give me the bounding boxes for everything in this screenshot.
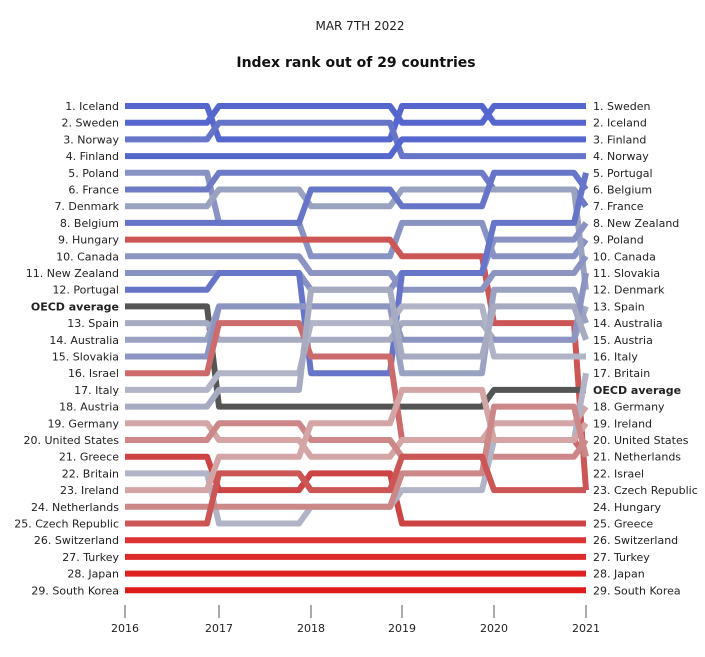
left-rank-label: 19. Germany (47, 417, 119, 430)
left-rank-label: 26. Switzerland (34, 534, 119, 547)
left-rank-label: OECD average (31, 300, 119, 313)
right-rank-label: 28. Japan (593, 568, 645, 581)
right-rank-label: OECD average (593, 384, 681, 397)
x-tick-label: 2021 (572, 622, 600, 635)
series-line-united-states (125, 420, 589, 460)
chart-title: Index rank out of 29 countries (236, 55, 475, 71)
right-rank-label: 11. Slovakia (593, 267, 660, 280)
left-rank-label: 2. Sweden (62, 117, 119, 130)
right-rank-label: 16. Italy (593, 351, 638, 364)
right-rank-label: 19. Ireland (593, 417, 652, 430)
series-line-denmark (125, 186, 589, 291)
left-rank-label: 27. Turkey (62, 551, 119, 564)
right-rank-label: 2. Iceland (593, 117, 647, 130)
right-rank-label: 13. Spain (593, 300, 645, 313)
right-rank-labels: 1. Sweden 2. Iceland 3. Finland 4. Norway 5.… (593, 100, 698, 597)
right-rank-label: 12. Denmark (593, 284, 665, 297)
series-line-canada (125, 253, 589, 293)
series-line-austria (125, 286, 589, 410)
left-rank-label: 7. Denmark (54, 200, 119, 213)
x-tick-label: 2018 (297, 622, 325, 635)
left-rank-label: 16. Israel (68, 367, 119, 380)
right-rank-label: 18. Germany (593, 401, 665, 414)
right-rank-label: 22. Israel (593, 467, 644, 480)
right-rank-label: 23. Czech Republic (593, 484, 698, 497)
series-line-australia (125, 286, 589, 377)
right-rank-label: 27. Turkey (593, 551, 650, 564)
right-rank-label: 7. France (593, 200, 644, 213)
left-rank-label: 21. Greece (59, 451, 119, 464)
right-rank-label: 24. Hungary (593, 501, 661, 514)
series-lines (125, 103, 589, 594)
left-rank-label: 24. Netherlands (31, 501, 119, 514)
series-line-iceland (125, 103, 586, 143)
left-rank-label: 9. Hungary (58, 234, 119, 247)
left-rank-label: 15. Slovakia (52, 351, 119, 364)
series-line-italy (125, 303, 586, 393)
left-rank-label: 22. Britain (62, 467, 119, 480)
series-line-sweden (125, 103, 586, 126)
series-line-portugal (125, 172, 589, 377)
right-rank-label: 3. Finland (593, 133, 646, 146)
series-line-belgium (125, 169, 589, 226)
right-rank-label: 1. Sweden (593, 100, 650, 113)
x-tick-label: 2016 (111, 622, 139, 635)
x-tick-label: 2019 (388, 622, 416, 635)
right-rank-label: 6. Belgium (593, 184, 652, 197)
right-rank-label: 10. Canada (593, 250, 656, 263)
right-rank-label: 14. Australia (593, 317, 663, 330)
series-line-slovakia (125, 272, 589, 360)
left-rank-label: 5. Poland (68, 167, 119, 180)
left-rank-label: 8. Belgium (60, 217, 119, 230)
left-rank-label: 23. Ireland (60, 484, 119, 497)
left-rank-label: 14. Australia (49, 334, 119, 347)
left-rank-label: 11. New Zealand (26, 267, 119, 280)
x-tick-label: 2020 (480, 622, 508, 635)
left-rank-label: 3. Norway (63, 133, 119, 146)
right-rank-label: 5. Portugal (593, 167, 653, 180)
series-line-ireland (125, 386, 589, 494)
right-rank-label: 26. Switzerland (593, 534, 678, 547)
left-rank-label: 10. Canada (56, 250, 119, 263)
left-rank-label: 29. South Korea (31, 584, 119, 597)
right-rank-label: 9. Poland (593, 234, 644, 247)
left-rank-label: 4. Finland (66, 150, 119, 163)
left-rank-label: 12. Portugal (52, 284, 119, 297)
x-axis: 2016 2017 2018 2019 2020 2021 (111, 605, 600, 635)
right-rank-label: 21. Netherlands (593, 451, 681, 464)
left-rank-labels: 1. Iceland 2. Sweden 3. Norway 4. Finland 5.… (14, 100, 119, 597)
series-line-hungary (125, 236, 589, 491)
series-line-poland (125, 169, 589, 260)
left-rank-label: 18. Austria (59, 401, 119, 414)
left-rank-label: 25. Czech Republic (14, 518, 119, 531)
left-rank-label: 13. Spain (67, 317, 119, 330)
left-rank-label: 20. United States (24, 434, 120, 447)
left-rank-label: 1. Iceland (65, 100, 119, 113)
series-line-norway (125, 119, 586, 160)
right-rank-label: 17. Britain (593, 367, 650, 380)
series-line-finland (125, 136, 586, 160)
right-rank-label: 8. New Zealand (593, 217, 679, 230)
series-line-germany (125, 404, 589, 460)
right-rank-label: 15. Austria (593, 334, 653, 347)
series-line-britain (125, 372, 589, 527)
left-rank-label: 28. Japan (67, 568, 119, 581)
right-rank-label: 4. Norway (593, 150, 649, 163)
right-rank-label: 20. United States (593, 434, 689, 447)
date-label: MAR 7TH 2022 (315, 19, 404, 33)
series-line-czech-republic (125, 453, 586, 527)
right-rank-label: 29. South Korea (593, 584, 681, 597)
left-rank-label: 6. France (68, 184, 119, 197)
x-tick-label: 2017 (205, 622, 233, 635)
right-rank-label: 25. Greece (593, 518, 653, 531)
left-rank-label: 17. Italy (74, 384, 119, 397)
